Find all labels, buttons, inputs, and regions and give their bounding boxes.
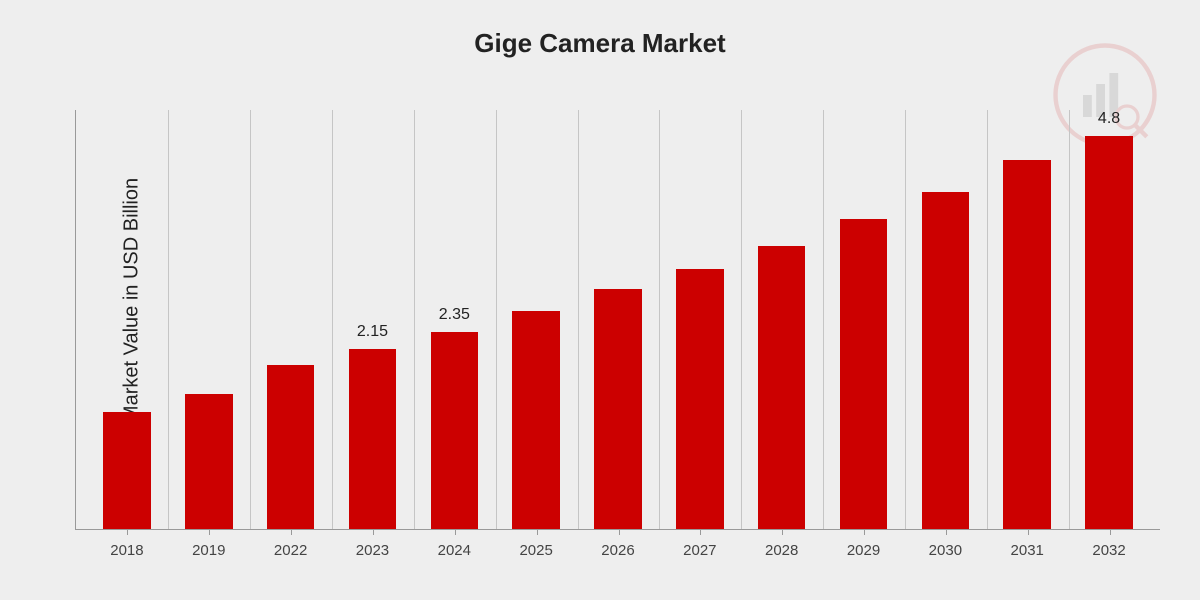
x-tick-label: 2031: [986, 542, 1068, 559]
bar-value-label: 2.35: [439, 306, 470, 326]
plot-area: 2.152.354.8 2018201920222023202420252026…: [75, 110, 1160, 530]
x-tick: [455, 529, 456, 535]
x-tick: [291, 529, 292, 535]
bar-value-label: 4.8: [1098, 110, 1120, 130]
x-tick-label: 2029: [823, 542, 905, 559]
bar: [349, 349, 396, 529]
bar-slot: [741, 110, 823, 529]
bar-slot: 2.15: [332, 110, 414, 529]
bar-slot: [659, 110, 741, 529]
x-tick: [1110, 529, 1111, 535]
x-tick: [946, 529, 947, 535]
x-tick: [619, 529, 620, 535]
x-tick-label: 2022: [250, 542, 332, 559]
x-tick-label: 2030: [904, 542, 986, 559]
bar-slot: [86, 110, 168, 529]
chart-title: Gige Camera Market: [0, 0, 1200, 59]
bar-slot: [904, 110, 986, 529]
x-tick: [700, 529, 701, 535]
x-tick-label: 2019: [168, 542, 250, 559]
bar-slot: [577, 110, 659, 529]
bar: [758, 246, 805, 529]
bar: [922, 192, 969, 529]
bar: [840, 219, 887, 529]
bar: [676, 269, 723, 529]
bar: [431, 332, 478, 529]
x-labels: 2018201920222023202420252026202720282029…: [76, 542, 1160, 559]
x-tick-label: 2023: [332, 542, 414, 559]
x-tick-label: 2025: [495, 542, 577, 559]
x-tick-label: 2018: [86, 542, 168, 559]
x-tick: [373, 529, 374, 535]
bar: [512, 311, 559, 529]
bar: [185, 394, 232, 529]
bar: [594, 289, 641, 529]
x-tick: [1028, 529, 1029, 535]
x-tick: [864, 529, 865, 535]
bar-slot: [168, 110, 250, 529]
x-tick-label: 2026: [577, 542, 659, 559]
chart-container: 2.152.354.8 2018201920222023202420252026…: [75, 110, 1160, 530]
x-tick: [537, 529, 538, 535]
bar: [267, 365, 314, 529]
bars-group: 2.15 2.35 4.8: [76, 110, 1160, 529]
x-tick: [127, 529, 128, 535]
x-tick: [782, 529, 783, 535]
bar-slot: [495, 110, 577, 529]
bar: [1003, 160, 1050, 529]
bar-slot: [823, 110, 905, 529]
bar-slot: 4.8: [1068, 110, 1150, 529]
bar-slot: [986, 110, 1068, 529]
bar: [1085, 136, 1132, 529]
bar-slot: [250, 110, 332, 529]
bar-value-label: 2.15: [357, 323, 388, 343]
bar-slot: 2.35: [413, 110, 495, 529]
x-tick: [209, 529, 210, 535]
x-tick-label: 2028: [741, 542, 823, 559]
bar: [103, 412, 150, 529]
x-tick-label: 2024: [413, 542, 495, 559]
x-tick-label: 2027: [659, 542, 741, 559]
x-tick-label: 2032: [1068, 542, 1150, 559]
